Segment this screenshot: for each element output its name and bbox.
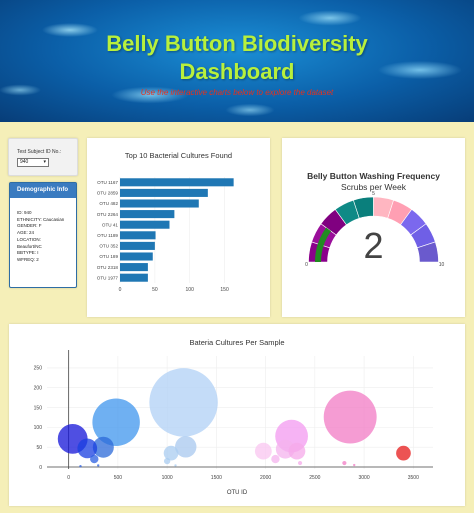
bubble-mark[interactable] bbox=[297, 460, 303, 466]
bubble-x-tick-label: 2500 bbox=[309, 475, 320, 481]
bar-mark[interactable] bbox=[120, 263, 148, 272]
bubble-mark[interactable] bbox=[92, 398, 140, 446]
bubble-x-tick-label: 2000 bbox=[260, 475, 271, 481]
bubble-mark[interactable] bbox=[254, 442, 272, 460]
bar-mark[interactable] bbox=[120, 252, 153, 261]
page-title: Belly Button Biodiversity Dashboard bbox=[0, 30, 474, 86]
bubble-mark[interactable] bbox=[163, 445, 179, 461]
bubble-mark[interactable] bbox=[79, 465, 82, 468]
bubble-mark[interactable] bbox=[175, 436, 197, 458]
page-title-line1: Belly Button Biodiversity bbox=[106, 31, 368, 56]
bubble-mark[interactable] bbox=[323, 390, 377, 444]
bubble-chart-panel: Bateria Cultures Per Sample OTU ID 0 50 10… bbox=[9, 324, 465, 506]
bar-category-label: OTU 189 bbox=[99, 254, 118, 259]
header-banner: Belly Button Biodiversity Dashboard Use … bbox=[0, 0, 474, 122]
demo-row-gender: GENDER: F bbox=[17, 223, 42, 229]
demo-row-age: AGE: 24 bbox=[17, 230, 35, 236]
bar-x-tick-label: 100 bbox=[186, 287, 195, 293]
bubble-y-tick-label: 100 bbox=[34, 425, 43, 431]
bar-mark[interactable] bbox=[120, 273, 148, 282]
bubble-mark[interactable] bbox=[396, 445, 411, 461]
bar-category-label: OTU 1167 bbox=[97, 180, 118, 185]
gauge-tick-label: 0 bbox=[305, 262, 308, 268]
bubble-x-tick-label: 3500 bbox=[408, 475, 419, 481]
bar-category-label: OTU 2859 bbox=[97, 191, 119, 196]
bar-mark[interactable] bbox=[120, 231, 156, 240]
bar-mark[interactable] bbox=[120, 210, 175, 219]
bar-mark[interactable] bbox=[120, 188, 208, 197]
bar-category-label: OTU 2264 bbox=[97, 212, 119, 217]
bubble-mark[interactable] bbox=[149, 368, 218, 437]
bubble-mark[interactable] bbox=[271, 454, 280, 464]
bar-mark[interactable] bbox=[120, 199, 199, 208]
bar-x-tick-label: 50 bbox=[152, 287, 158, 293]
bubble-mark[interactable] bbox=[353, 463, 356, 467]
subject-id-value: 940 bbox=[20, 159, 29, 165]
bubble-x-axis-label: OTU ID bbox=[227, 490, 248, 496]
bar-chart-panel: Top 10 Bacterial Cultures Found 0 50 100 15… bbox=[87, 138, 270, 317]
demographic-info-panel: Demographic Info ID: 940 ETHNICITY: Cauc… bbox=[9, 182, 77, 288]
bubble-x-tick-label: 500 bbox=[114, 475, 123, 481]
page-subtitle: Use the interactive charts below to expl… bbox=[140, 88, 334, 97]
bar-category-label: OTU 482 bbox=[99, 201, 118, 206]
demo-row-bbtype: BBTYPE: I bbox=[17, 250, 39, 256]
demo-row-ethnicity: ETHNICITY: Caucasian bbox=[17, 216, 65, 222]
page-title-line2: Dashboard bbox=[179, 59, 295, 84]
bubble-mark[interactable] bbox=[77, 438, 98, 459]
gauge-chart: Belly Button Washing Frequency Scrubs pe… bbox=[305, 171, 445, 268]
bubble-x-tick-label: 3000 bbox=[359, 475, 370, 481]
bubble-y-tick-label: 250 bbox=[34, 366, 43, 372]
bar-x-tick-label: 150 bbox=[220, 287, 229, 293]
bubble-y-tick-label: 50 bbox=[36, 445, 42, 451]
bubble-mark[interactable] bbox=[174, 464, 177, 467]
bubble-mark[interactable] bbox=[92, 436, 114, 458]
bar-mark[interactable] bbox=[120, 178, 234, 187]
bubble-x-tick-label: 0 bbox=[67, 475, 70, 481]
bar-x-tick-label: 0 bbox=[119, 287, 122, 293]
gauge-tick-label: 5 bbox=[372, 191, 375, 197]
bubble-mark[interactable] bbox=[342, 460, 347, 466]
gauge-value-bar bbox=[315, 227, 332, 262]
demographic-info-title: Demographic Info bbox=[10, 183, 76, 198]
bar-category-label: OTU 352 bbox=[99, 244, 118, 249]
bar-category-label: OTU 2318 bbox=[97, 265, 119, 270]
bar-chart-title: Top 10 Bacterial Cultures Found bbox=[125, 151, 232, 160]
bar-category-label: OTU 1189 bbox=[97, 233, 118, 238]
bubble-chart: Bateria Cultures Per Sample OTU ID 0 50 10… bbox=[34, 338, 433, 496]
bar-mark[interactable] bbox=[120, 220, 170, 229]
demo-row-location: LOCATION: Beaufort/NC bbox=[17, 236, 42, 249]
bubble-x-tick-label: 1500 bbox=[211, 475, 222, 481]
bubble-mark[interactable] bbox=[90, 454, 99, 464]
gauge-value-number: 2 bbox=[363, 225, 383, 266]
bubble-mark[interactable] bbox=[288, 442, 306, 460]
gauge-step bbox=[416, 241, 439, 263]
bar-mark[interactable] bbox=[120, 241, 155, 250]
bar-category-label: OTU 41 bbox=[102, 222, 119, 227]
chevron-down-icon: ▾ bbox=[43, 159, 46, 165]
gauge-title: Belly Button Washing Frequency bbox=[307, 171, 440, 181]
demographic-info-body: ID: 940 ETHNICITY: Caucasian GENDER: F A… bbox=[10, 198, 76, 264]
gauge-chart-panel: Belly Button Washing Frequency Scrubs pe… bbox=[282, 138, 465, 317]
bar-category-label: OTU 1977 bbox=[97, 275, 119, 280]
bubble-chart-title: Bateria Cultures Per Sample bbox=[189, 338, 284, 347]
demo-row-id: ID: 940 bbox=[17, 210, 32, 215]
demo-row-wfreq: WFREQ: 2 bbox=[17, 256, 39, 262]
bubble-y-tick-label: 200 bbox=[34, 386, 43, 392]
bubble-y-tick-label: 150 bbox=[34, 405, 43, 411]
subject-id-dropdown[interactable]: 940 ▾ bbox=[17, 158, 49, 167]
bubble-mark[interactable] bbox=[97, 464, 100, 467]
bar-chart: Top 10 Bacterial Cultures Found 0 50 100 15… bbox=[97, 151, 234, 293]
subject-selector-label: Test Subject ID No.: bbox=[17, 149, 62, 155]
subject-selector-panel: Test Subject ID No.: 940 ▾ bbox=[8, 138, 78, 176]
gauge-subtitle: Scrubs per Week bbox=[341, 182, 407, 192]
gauge-tick-label: 10 bbox=[439, 262, 445, 268]
bubble-y-tick-label: 0 bbox=[39, 465, 42, 471]
bubble-mark[interactable] bbox=[163, 457, 171, 465]
bubble-x-tick-label: 1000 bbox=[162, 475, 173, 481]
